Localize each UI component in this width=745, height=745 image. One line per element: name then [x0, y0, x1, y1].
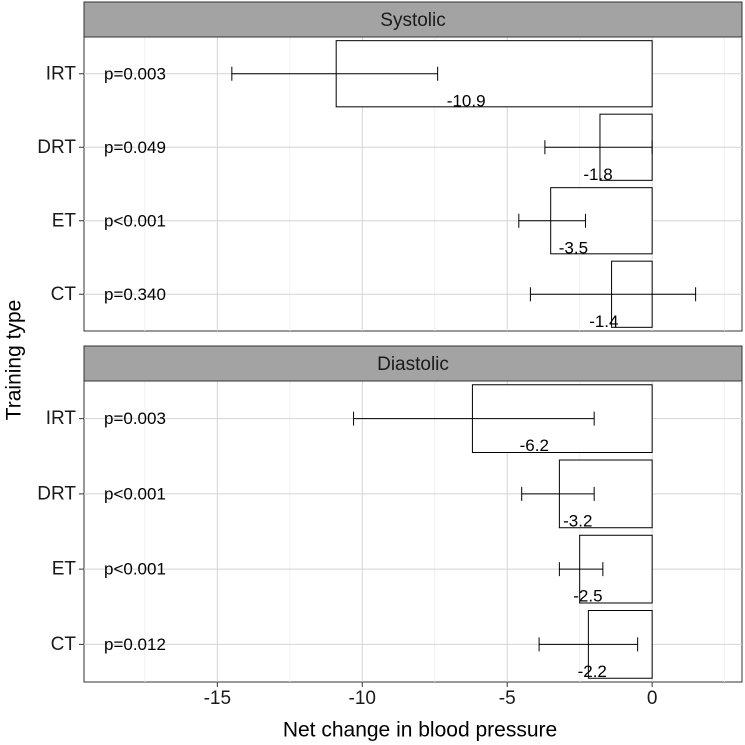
systolic-panel-title: Systolic: [380, 10, 445, 31]
data-label: -2.2: [578, 662, 607, 681]
x-tick-label: -10: [349, 688, 376, 709]
data-label: -3.2: [563, 511, 592, 530]
systolic-strip: [83, 1, 743, 38]
p-value-label: p=0.340: [104, 285, 166, 304]
category-label: ET: [52, 559, 77, 580]
p-value-label: p<0.001: [104, 484, 166, 503]
data-label: -2.5: [573, 587, 602, 606]
data-label: -1.8: [583, 165, 612, 184]
x-tick-label: -15: [204, 688, 231, 709]
data-label: -10.9: [447, 91, 486, 110]
y-axis-title: Training type: [3, 300, 26, 421]
category-label: CT: [51, 634, 77, 655]
category-label: IRT: [46, 63, 77, 84]
data-label: -1.4: [589, 312, 618, 331]
p-value-label: p=0.012: [104, 635, 166, 654]
category-label: ET: [52, 210, 77, 231]
diastolic-panel-title: Diastolic: [377, 354, 449, 375]
p-value-label: p=0.003: [104, 409, 166, 428]
diastolic-strip: [83, 345, 743, 382]
category-label: DRT: [37, 483, 76, 504]
category-label: CT: [51, 284, 77, 305]
p-value-label: p<0.001: [104, 211, 166, 230]
x-tick-label: -5: [499, 688, 516, 709]
p-value-label: p=0.049: [104, 138, 166, 157]
data-label: -6.2: [520, 436, 549, 455]
p-value-label: p<0.001: [104, 560, 166, 579]
x-tick-label: 0: [647, 688, 658, 709]
data-label: -3.5: [559, 238, 588, 257]
x-axis-title: Net change in blood pressure: [283, 719, 557, 742]
category-label: DRT: [37, 137, 76, 158]
p-value-label: p=0.003: [104, 64, 166, 83]
category-label: IRT: [46, 408, 77, 429]
